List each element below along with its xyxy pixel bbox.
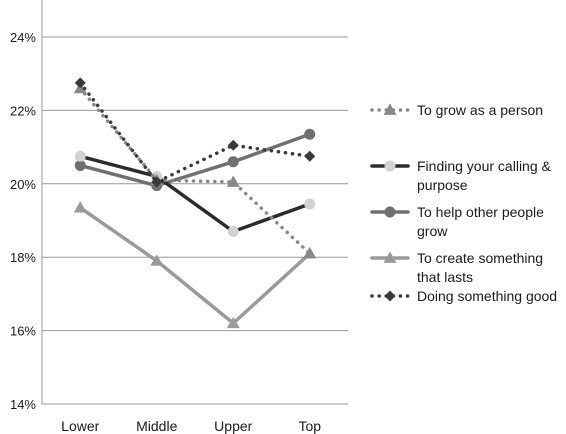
legend-label: To create something	[417, 250, 543, 266]
point-marker	[384, 160, 396, 172]
series-4	[74, 77, 316, 188]
point-marker	[151, 176, 163, 188]
y-tick-label: 16%	[10, 324, 36, 339]
grid	[41, 0, 348, 405]
legend-label: Finding your calling &	[417, 158, 552, 174]
point-marker	[304, 128, 316, 140]
point-marker	[384, 206, 396, 218]
x-tick-label: Top	[298, 418, 321, 434]
y-tick-label: 18%	[10, 250, 36, 265]
y-tick-label: 22%	[10, 103, 36, 118]
legend-label: purpose	[417, 177, 468, 193]
point-marker	[227, 226, 239, 238]
legend-item: Doing something good	[370, 288, 557, 304]
point-marker	[384, 290, 396, 302]
legend-label: Doing something good	[417, 288, 557, 304]
point-marker	[383, 103, 397, 115]
x-tick-label: Upper	[214, 418, 252, 434]
point-marker	[227, 139, 239, 151]
x-tick-label: Lower	[61, 418, 99, 434]
legend-label: To help other people	[417, 204, 544, 220]
point-marker	[74, 77, 86, 89]
y-tick-label: 20%	[10, 177, 36, 192]
point-marker	[74, 150, 86, 162]
point-marker	[227, 156, 239, 168]
legend-item: To help other people grow	[370, 204, 544, 239]
series-line	[78, 132, 312, 188]
point-marker	[74, 159, 86, 171]
x-axis-ticks: Lower Middle Upper Top	[61, 418, 321, 434]
series-line	[78, 81, 312, 184]
legend-label: that lasts	[417, 269, 473, 285]
point-marker	[304, 198, 316, 210]
legend-label: grow	[417, 223, 448, 239]
legend-label: To grow as a person	[417, 102, 543, 118]
point-marker	[304, 150, 316, 162]
y-tick-label: 24%	[10, 30, 36, 45]
series-line	[78, 86, 312, 256]
y-tick-label: 14%	[10, 397, 36, 412]
y-axis-ticks: 14% 16% 18% 20% 22% 24%	[10, 30, 36, 412]
series-line	[78, 205, 312, 326]
point-marker	[303, 247, 317, 259]
legend-item: To create something that lasts	[370, 250, 543, 285]
point-marker	[226, 316, 240, 329]
legend-item: Finding your calling & purpose	[370, 158, 552, 193]
x-tick-label: Middle	[136, 418, 177, 434]
legend-item: To grow as a person	[370, 102, 543, 118]
point-marker	[226, 175, 240, 187]
point-marker	[150, 254, 164, 266]
series-group	[73, 77, 317, 329]
legend: To grow as a person Finding your calling …	[370, 102, 557, 304]
point-marker	[73, 201, 87, 213]
point-marker	[383, 251, 397, 263]
